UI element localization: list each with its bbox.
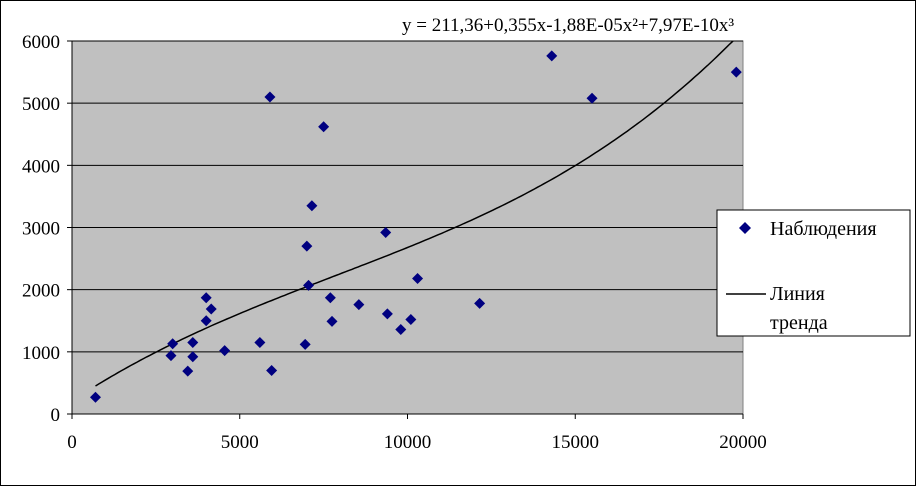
y-tick-label: 2000 [22, 281, 60, 302]
legend: Наблюдения Линия тренда [716, 209, 911, 337]
legend-label-trendline: Линия тренда [770, 283, 830, 334]
data-point [730, 66, 742, 78]
data-point [474, 297, 486, 309]
data-point [89, 391, 101, 403]
data-point [318, 121, 330, 133]
data-point [254, 337, 266, 349]
data-point [301, 240, 313, 252]
data-point [405, 314, 417, 326]
data-point [395, 323, 407, 335]
x-tick-label: 10000 [384, 432, 432, 453]
data-point [324, 292, 336, 304]
data-point [326, 315, 338, 327]
y-axis-ticks: 0 1000 2000 3000 4000 5000 6000 [22, 32, 60, 426]
y-tick-label: 6000 [22, 32, 60, 53]
data-point [380, 226, 392, 238]
data-points [89, 50, 742, 403]
data-point [546, 50, 558, 62]
legend-box [716, 209, 911, 337]
data-point [200, 315, 212, 327]
data-point [200, 292, 212, 304]
data-point [306, 200, 318, 212]
x-axis-ticks: 0 5000 10000 15000 20000 [67, 432, 767, 453]
y-tick-label: 3000 [22, 219, 60, 240]
data-point [586, 92, 598, 104]
legend-marker-diamond [739, 222, 751, 234]
data-point [205, 303, 217, 315]
y-tick-label: 5000 [22, 94, 60, 115]
data-point [165, 350, 177, 362]
legend-trend-line1: Линия [770, 283, 825, 305]
data-point [299, 338, 311, 350]
data-point [412, 272, 424, 284]
y-tick-label: 0 [51, 405, 61, 426]
legend-trend-line2: тренда [770, 312, 828, 334]
data-point [187, 351, 199, 363]
legend-label-observations: Наблюдения [770, 218, 877, 240]
trendline-group [95, 40, 734, 387]
data-point [353, 299, 365, 311]
axes [67, 40, 744, 419]
trend-equation: y = 211,36+0,355x-1,88E-05x²+7,97E-10x³ [402, 15, 734, 36]
gridlines [72, 40, 743, 353]
y-tick-label: 4000 [22, 156, 60, 177]
y-tick-label: 1000 [22, 343, 60, 364]
data-point [381, 308, 393, 320]
x-tick-label: 5000 [221, 432, 259, 453]
data-point [187, 337, 199, 349]
trendline [95, 40, 734, 387]
x-tick-label: 20000 [719, 432, 767, 453]
data-point [167, 338, 179, 350]
data-point [182, 365, 194, 377]
data-point [219, 345, 231, 357]
data-point [264, 91, 276, 103]
x-tick-label: 15000 [552, 432, 600, 453]
data-point [303, 279, 315, 291]
data-point [266, 364, 278, 376]
x-tick-label: 0 [67, 432, 77, 453]
